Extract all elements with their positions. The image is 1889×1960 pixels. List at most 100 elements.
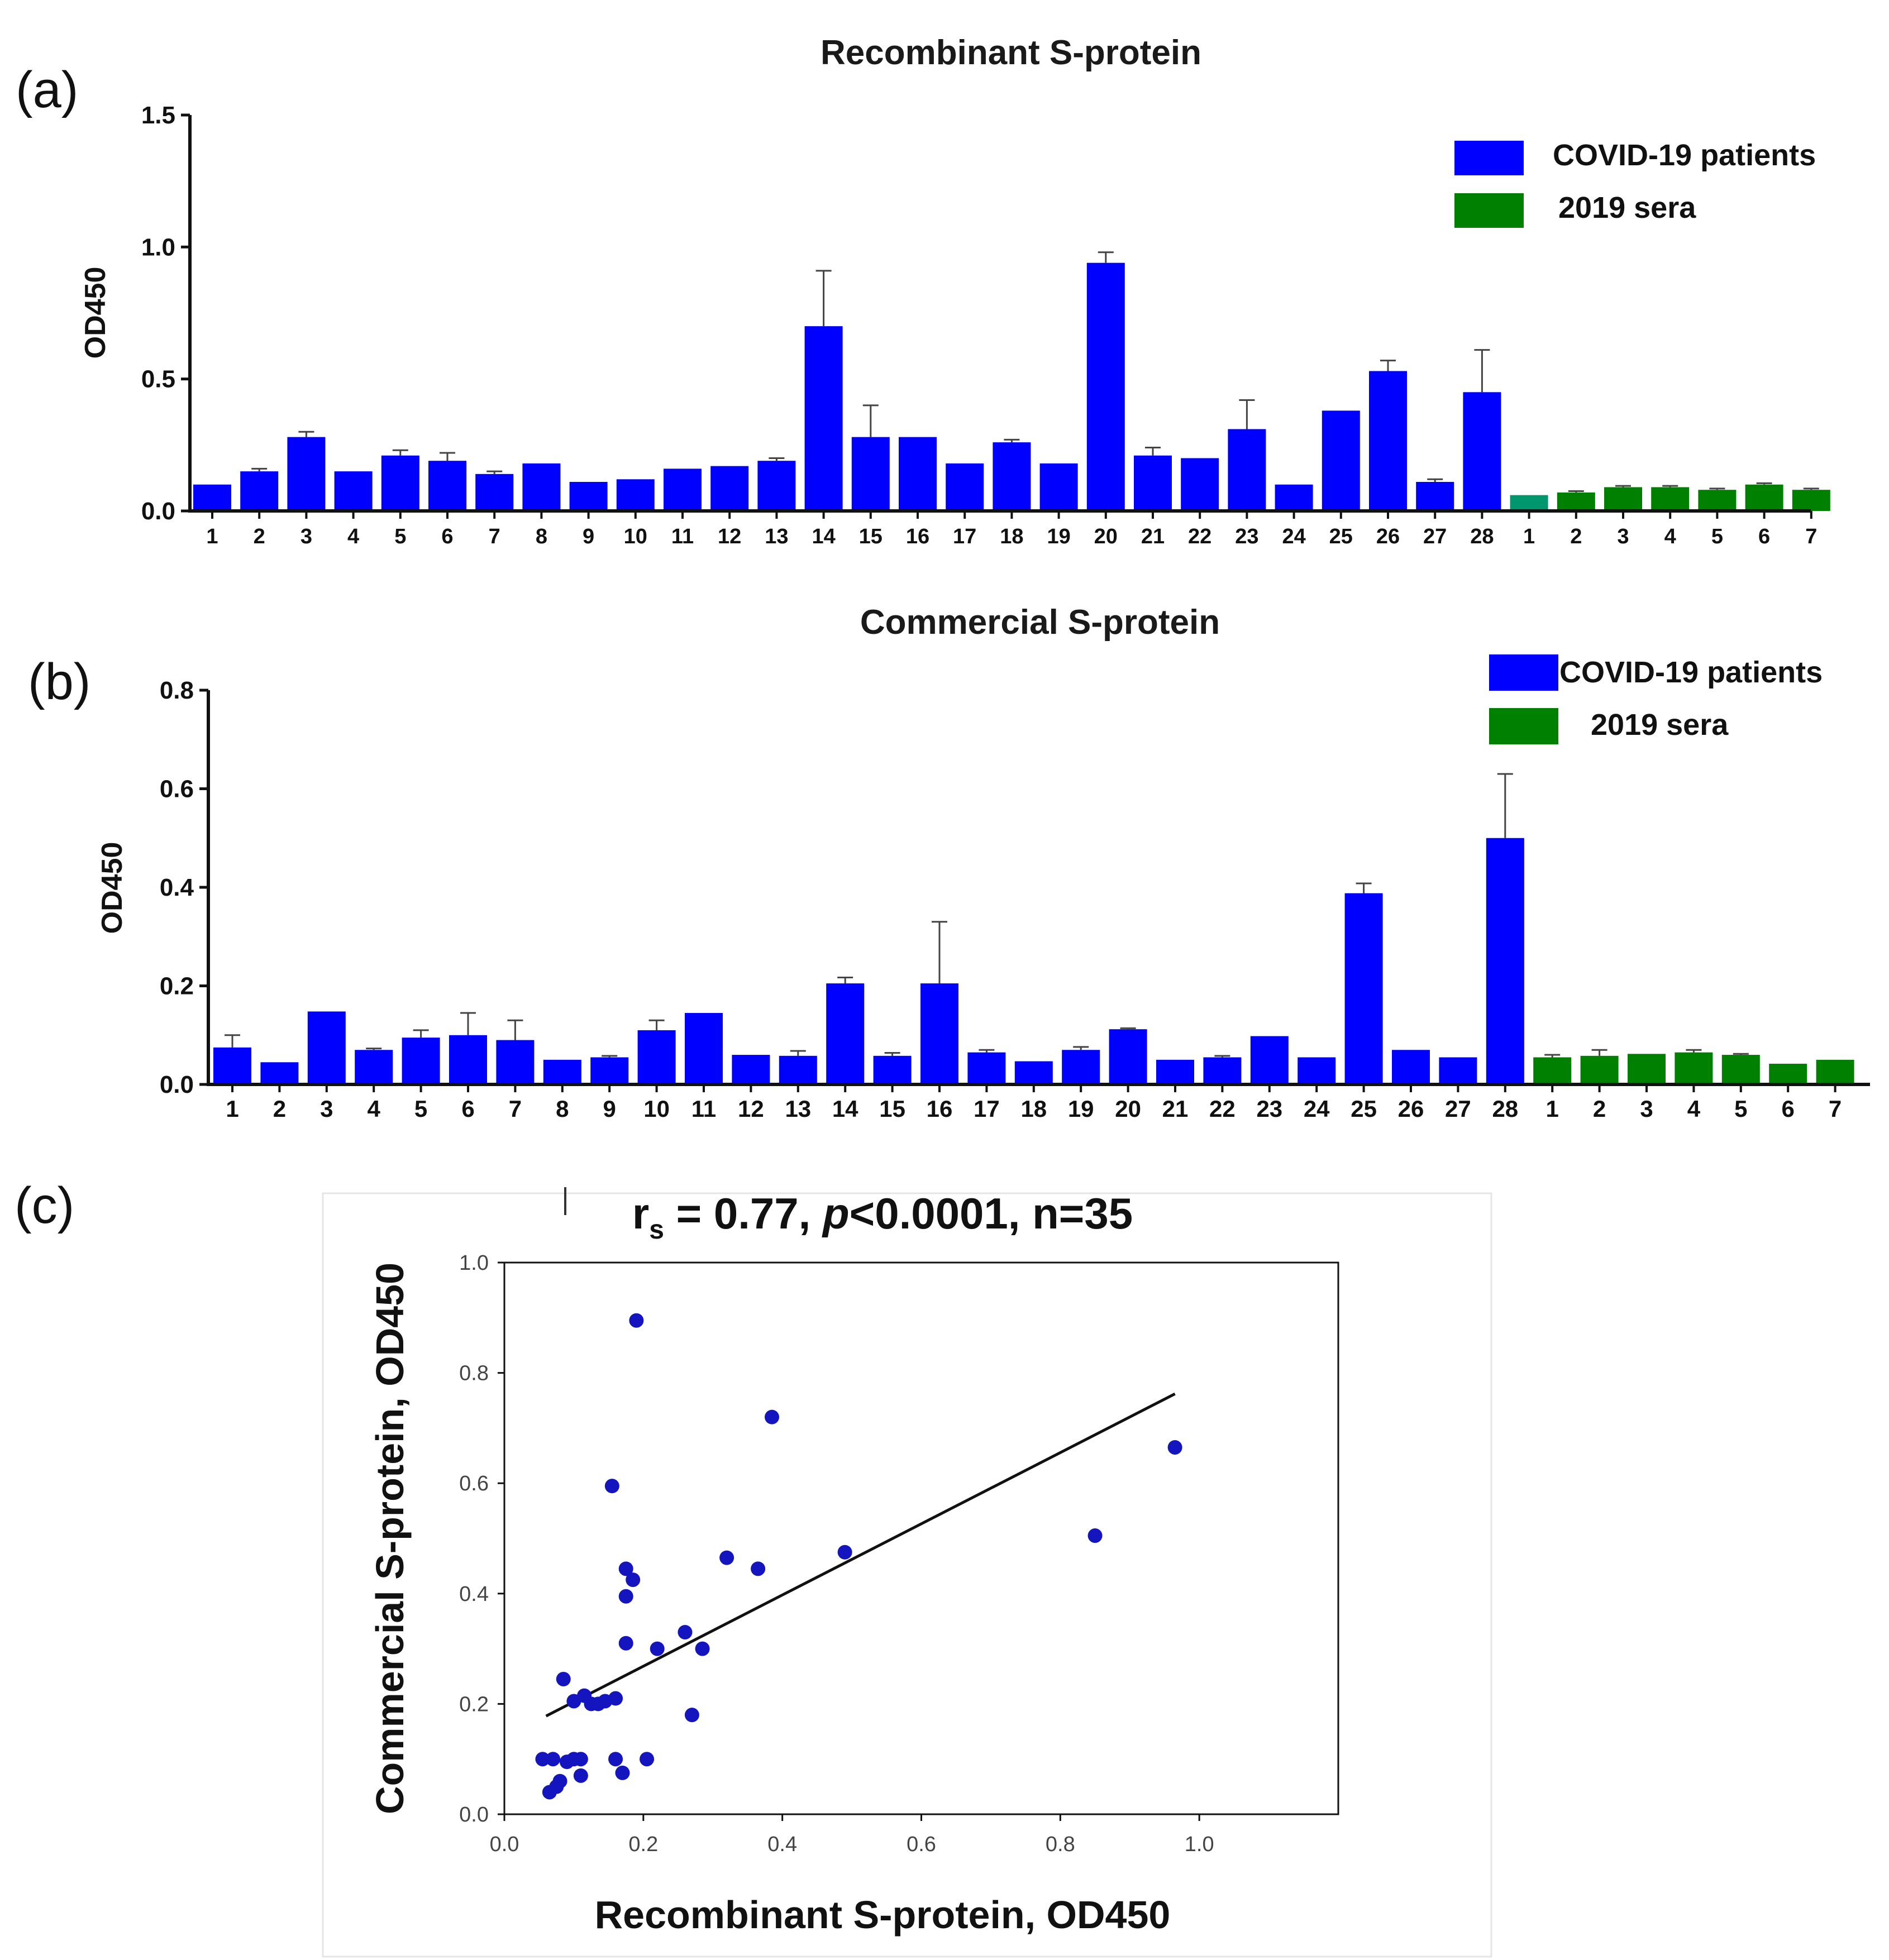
bar-patient-12 (710, 466, 749, 511)
bar-patient-12 (732, 1055, 770, 1084)
x-tick-label: 17 (953, 525, 976, 548)
bar-patient-9 (590, 1057, 629, 1084)
bar-patient-27 (1439, 1057, 1477, 1084)
y-tick-label: 0.0 (459, 1803, 489, 1827)
bar-sera-4 (1651, 487, 1690, 511)
bar-patient-13 (757, 461, 796, 511)
x-tick-label: 27 (1423, 525, 1447, 548)
chart-c-border (322, 1192, 1492, 1958)
x-tick-label: 20 (1115, 1096, 1141, 1122)
scatter-point (719, 1550, 734, 1565)
bar-patient-10 (616, 479, 655, 511)
bar-patient-21 (1156, 1059, 1194, 1084)
bar-patient-27 (1416, 482, 1454, 511)
x-tick-label: 23 (1256, 1096, 1282, 1122)
bar-patient-23 (1250, 1036, 1289, 1084)
x-tick-label: 21 (1141, 525, 1165, 548)
chart-c-plot-frame (503, 1261, 1339, 1815)
bar-sera-2 (1580, 1055, 1619, 1084)
bar-patient-17 (946, 463, 984, 511)
legend-a-sera-swatch (1454, 193, 1524, 228)
scatter-point (542, 1785, 557, 1800)
bar-patient-10 (637, 1030, 676, 1084)
x-tick-label: 5 (414, 1096, 427, 1122)
bar-sera-5 (1721, 1055, 1760, 1084)
scatter-point (626, 1572, 641, 1588)
y-tick-label: 0.5 (141, 366, 175, 393)
scatter-point (604, 1479, 619, 1494)
bar-patient-15 (873, 1055, 912, 1084)
bar-patient-7 (475, 474, 514, 511)
bar-sera-7 (1792, 490, 1830, 511)
scatter-point (535, 1752, 550, 1767)
bar-patient-8 (522, 463, 561, 511)
panel-a: (a) Recombinant S-protein OD450 0.0 0.5 1.… (16, 34, 1830, 548)
bar-patient-5 (402, 1038, 440, 1084)
x-tick-label: 9 (583, 525, 594, 548)
scatter-point (615, 1765, 630, 1780)
y-tick-label: 0.8 (160, 677, 194, 704)
scatter-point (837, 1545, 852, 1560)
bar-patient-18 (1014, 1061, 1053, 1084)
scatter-point (650, 1641, 665, 1656)
bar-patient-20 (1109, 1029, 1147, 1084)
title-subscript: s (649, 1215, 664, 1245)
x-tick-label: 7 (1829, 1096, 1842, 1122)
bar-patient-28 (1486, 838, 1524, 1084)
x-tick-label: 22 (1209, 1096, 1236, 1122)
chart-c-xlabel: Recombinant S-protein, OD450 (595, 1893, 1171, 1937)
chart-a-yticks: 0.0 0.5 1.0 1.5 (141, 102, 190, 525)
bar-patient-11 (664, 469, 702, 511)
x-tick-label: 6 (1758, 525, 1770, 548)
bar-patient-23 (1228, 429, 1266, 511)
bar-sera-2 (1557, 492, 1595, 511)
scatter-point (608, 1691, 623, 1706)
bar-patient-7 (496, 1040, 535, 1084)
scatter-point (618, 1589, 633, 1604)
bar-patient-9 (569, 482, 608, 511)
x-tick-label: 2 (1570, 525, 1582, 548)
x-tick-label: 26 (1376, 525, 1400, 548)
bar-patient-26 (1392, 1050, 1430, 1084)
y-tick-label: 0.8 (459, 1362, 489, 1385)
x-tick-label: 25 (1329, 525, 1353, 548)
x-tick-label: 0.6 (907, 1833, 936, 1856)
y-tick-label: 0.6 (160, 776, 194, 803)
bar-sera-7 (1816, 1059, 1854, 1084)
chart-c-fit-line (545, 1392, 1176, 1718)
bar-patient-4 (334, 471, 373, 511)
title-mid: = 0.77, (664, 1189, 823, 1238)
x-tick-label: 28 (1492, 1096, 1518, 1122)
x-tick-label: 16 (906, 525, 929, 548)
x-tick-label: 4 (347, 525, 359, 548)
x-tick-label: 4 (368, 1096, 381, 1122)
x-tick-label: 24 (1282, 525, 1305, 548)
x-tick-label: 3 (1640, 1096, 1653, 1122)
y-tick-label: 1.5 (141, 102, 175, 129)
x-tick-label: 6 (1782, 1096, 1795, 1122)
x-tick-label: 0.2 (628, 1833, 658, 1856)
legend-a-sera-label: 2019 sera (1558, 191, 1696, 224)
panel-c: (c) rs = 0.77, p<0.0001, n=35 0.00.20.40… (15, 1177, 1492, 1958)
bar-patient-11 (685, 1013, 723, 1084)
x-tick-label: 8 (536, 525, 547, 548)
title-r: r (632, 1189, 649, 1238)
bar-patient-21 (1134, 455, 1172, 511)
bar-patient-8 (543, 1059, 581, 1084)
bar-patient-18 (993, 442, 1031, 511)
bar-patient-25 (1322, 410, 1360, 511)
y-tick-label: 1.0 (141, 233, 175, 261)
bar-patient-4 (355, 1050, 393, 1084)
x-tick-label: 6 (461, 1096, 474, 1122)
chart-c-points (535, 1313, 1182, 1800)
bar-patient-22 (1203, 1057, 1242, 1084)
x-tick-label: 7 (509, 1096, 522, 1122)
bar-sera-3 (1628, 1054, 1666, 1084)
legend-b-patients-label: COVID-19 patients (1559, 656, 1823, 689)
chart-a-xticks: 1 2 3 4 5 6 7 8 9 10 11 12 13 14 15 16 17 18 19 20 21 22 23 24 2… (206, 511, 1817, 548)
x-tick-label: 1 (1523, 525, 1535, 548)
x-tick-label: 26 (1398, 1096, 1424, 1122)
x-tick-label: 10 (643, 1096, 670, 1122)
x-tick-label: 2 (273, 1096, 286, 1122)
